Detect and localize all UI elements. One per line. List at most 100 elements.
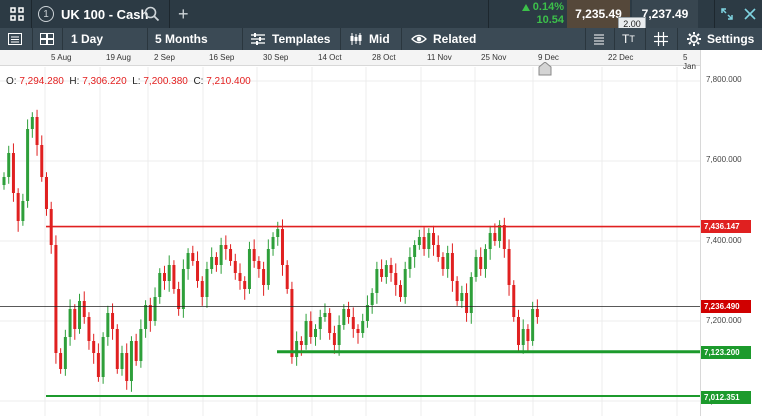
related-button[interactable]: Related <box>411 28 476 50</box>
date-label: 14 Oct <box>318 53 342 62</box>
high-label: H: <box>69 76 80 87</box>
candle-body <box>30 117 34 129</box>
candle-body <box>531 309 535 341</box>
templates-label: Templates <box>272 32 331 46</box>
triangle-up-icon <box>521 4 530 11</box>
support-2-price-tag[interactable]: 7,012.351 <box>701 391 751 404</box>
price-axis-label: 7,600.000 <box>706 155 742 164</box>
candle-body <box>16 193 20 221</box>
candle-body <box>134 341 138 361</box>
candle-body <box>172 265 176 289</box>
candle-body <box>474 257 478 277</box>
range-select[interactable]: 5 Months <box>155 32 208 46</box>
candle-body <box>285 265 289 289</box>
templates-button[interactable]: Templates <box>251 28 330 50</box>
low-value: 7,200.380 <box>143 76 188 87</box>
candle-body <box>68 309 72 337</box>
expand-icon[interactable] <box>720 0 734 28</box>
candle-body <box>465 293 469 313</box>
candle-body <box>243 281 247 289</box>
price-chart[interactable] <box>0 67 700 416</box>
candle-body <box>403 269 407 297</box>
candle-body <box>210 257 214 269</box>
high-value: 7,306.220 <box>82 76 127 87</box>
date-label: 25 Nov <box>481 53 507 62</box>
candle-body <box>299 341 303 345</box>
candle-body <box>153 297 157 321</box>
candle-body <box>370 293 374 305</box>
grid-menu-icon[interactable] <box>4 0 30 28</box>
top-bar: 1 UK 100 - Cash + 0.14% 10.54 7,235.49 7… <box>0 0 762 29</box>
date-label: 28 Oct <box>372 53 396 62</box>
candle-body <box>441 257 445 269</box>
candle-body <box>125 353 129 381</box>
candle-body <box>507 249 511 285</box>
candle-body <box>78 301 82 329</box>
candle-body <box>309 321 313 337</box>
candle-body <box>148 305 152 321</box>
candle-body <box>432 233 436 245</box>
candle-body <box>351 317 355 329</box>
candle-body <box>200 281 204 297</box>
candle-body <box>59 353 63 369</box>
settings-button[interactable]: Settings <box>687 28 754 50</box>
price-type-button[interactable]: Mid <box>349 28 390 50</box>
candle-body <box>337 325 341 345</box>
candlestick-icon <box>350 33 362 45</box>
date-label: 22 Dec <box>608 53 634 62</box>
candle-body <box>115 329 119 369</box>
open-value: 7,294.280 <box>19 76 64 87</box>
grid-icon[interactable] <box>654 28 668 50</box>
support-1-price-tag[interactable]: 7,123.200 <box>701 346 751 359</box>
candle-body <box>219 245 223 265</box>
instrument-name[interactable]: UK 100 - Cash <box>61 6 149 22</box>
tab-number: 1 <box>38 6 54 22</box>
candle-body <box>35 117 39 145</box>
candle-body <box>129 341 133 381</box>
price-axis-label: 7,800.000 <box>706 75 742 84</box>
date-axis: 5 Aug 19 Aug 2 Sep 16 Sep 30 Sep 14 Oct … <box>0 50 700 71</box>
candle-body <box>2 177 6 185</box>
candle-body <box>512 285 516 317</box>
close-icon[interactable] <box>744 0 756 28</box>
candle-body <box>446 253 450 269</box>
ohlc-readout: O: 7,294.280 H: 7,306.220 L: 7,200.380 C… <box>6 76 251 87</box>
candle-body <box>191 253 195 261</box>
search-icon[interactable] <box>144 0 160 28</box>
close-value: 7,210.400 <box>206 76 251 87</box>
candle-body <box>427 233 431 249</box>
candle-body <box>257 261 261 269</box>
candle-body <box>502 225 506 249</box>
notes-icon[interactable] <box>592 28 606 50</box>
candle-body <box>469 277 473 313</box>
candle-body <box>144 305 148 329</box>
interval-select[interactable]: 1 Day <box>71 32 104 46</box>
candle-body <box>229 249 233 261</box>
date-label: 11 Nov <box>427 53 452 62</box>
close-label: C: <box>193 76 204 87</box>
candle-body <box>40 145 44 177</box>
templates-icon <box>251 33 265 45</box>
candle-body <box>460 293 464 301</box>
candle-body <box>375 269 379 293</box>
time-marker-handle[interactable] <box>538 61 552 76</box>
tab-number-badge: 1 <box>38 0 54 28</box>
candle-body <box>493 233 497 241</box>
candle-body <box>252 249 256 261</box>
resistance-price-tag[interactable]: 7,436.147 <box>701 220 751 233</box>
candle-body <box>328 313 332 333</box>
candle-body <box>196 261 200 281</box>
add-tab-icon[interactable]: + <box>178 3 189 24</box>
settings-label: Settings <box>707 32 755 46</box>
candle-body <box>120 353 124 369</box>
candle-body <box>271 237 275 249</box>
layout-icon[interactable] <box>40 28 54 50</box>
menu-icon[interactable] <box>8 28 22 50</box>
candle-body <box>380 269 384 277</box>
candle-body <box>205 269 209 297</box>
candle-body <box>96 353 100 377</box>
candle-body <box>389 265 393 273</box>
candle-body <box>342 309 346 325</box>
candle-body <box>422 237 426 249</box>
